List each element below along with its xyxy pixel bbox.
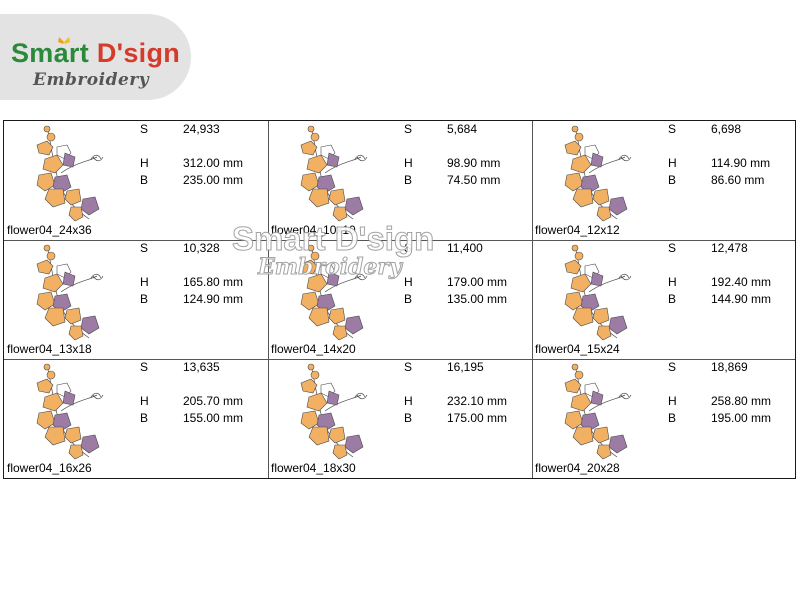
- height-label: H: [668, 275, 677, 289]
- height-label: H: [404, 156, 413, 170]
- design-width: 86.60 mm: [711, 173, 765, 187]
- design-cell[interactable]: S 18,869 H 258.80 mm B 195.00 mm flower0…: [533, 359, 797, 478]
- design-cell[interactable]: S 10,328 H 165.80 mm B 124.90 mm flower0…: [5, 240, 269, 359]
- stitch-count: 16,195: [447, 360, 484, 374]
- height-label: H: [668, 394, 677, 408]
- stitches-label: S: [668, 241, 677, 255]
- logo-wordmark: Smart D'sign: [11, 38, 180, 69]
- width-label: B: [404, 292, 413, 306]
- design-filename: flower04_15x24: [535, 342, 620, 356]
- design-height: 179.00 mm: [447, 275, 508, 289]
- design-filename: flower04_10x10: [271, 223, 356, 237]
- column-divider: [268, 121, 269, 478]
- stitch-count: 6,698: [711, 122, 742, 136]
- logo-word-design: D'sign: [96, 38, 181, 68]
- flower-embroidery-preview: [36, 363, 104, 460]
- height-label: H: [140, 275, 149, 289]
- width-label: B: [404, 411, 413, 425]
- stitches-label: S: [140, 122, 149, 136]
- design-height: 232.10 mm: [447, 394, 508, 408]
- design-cell[interactable]: S 6,698 H 114.90 mm B 86.60 mm flower04_…: [533, 121, 797, 240]
- width-label: B: [668, 292, 677, 306]
- design-filename: flower04_13x18: [7, 342, 92, 356]
- stitch-count: 12,478: [711, 241, 748, 255]
- design-width: 195.00 mm: [711, 411, 772, 425]
- row-divider: [4, 359, 795, 360]
- design-filename: flower04_16x26: [7, 461, 92, 475]
- design-height: 192.40 mm: [711, 275, 772, 289]
- width-label: B: [140, 173, 149, 187]
- logo-tagline: Embroidery: [33, 70, 150, 90]
- design-width: 144.90 mm: [711, 292, 772, 306]
- stitch-count: 5,684: [447, 122, 478, 136]
- width-label: B: [404, 173, 413, 187]
- stitch-count: 18,869: [711, 360, 748, 374]
- height-label: H: [668, 156, 677, 170]
- flower-embroidery-preview: [564, 125, 632, 222]
- width-label: B: [668, 411, 677, 425]
- design-filename: flower04_12x12: [535, 223, 620, 237]
- design-height: 114.90 mm: [711, 156, 771, 170]
- width-label: B: [140, 411, 149, 425]
- height-label: H: [140, 394, 149, 408]
- flower-embroidery-preview: [564, 363, 632, 460]
- logo-word-smart: Smart: [11, 38, 90, 68]
- design-cell[interactable]: S 16,195 H 232.10 mm B 175.00 mm flower0…: [269, 359, 533, 478]
- design-width: 155.00 mm: [183, 411, 244, 425]
- stitches-label: S: [140, 241, 149, 255]
- design-filename: flower04_14x20: [271, 342, 356, 356]
- design-sizes-table: S 24,933 H 312.00 mm B 235.00 mm flower0…: [3, 120, 796, 479]
- design-filename: flower04_24x36: [7, 223, 92, 237]
- design-filename: flower04_20x28: [535, 461, 620, 475]
- design-width: 74.50 mm: [447, 173, 501, 187]
- height-label: H: [140, 156, 149, 170]
- flower-embroidery-preview: [564, 244, 632, 341]
- stitches-label: S: [404, 360, 413, 374]
- butterfly-icon: [58, 37, 70, 44]
- stitch-count: 11,400: [447, 241, 483, 255]
- flower-embroidery-preview: [36, 125, 104, 222]
- design-height: 258.80 mm: [711, 394, 772, 408]
- width-label: B: [140, 292, 149, 306]
- stitch-count: 13,635: [183, 360, 220, 374]
- stitches-label: S: [668, 122, 677, 136]
- flower-embroidery-preview: [36, 244, 104, 341]
- flower-embroidery-preview: [300, 363, 368, 460]
- design-cell[interactable]: S 12,478 H 192.40 mm B 144.90 mm flower0…: [533, 240, 797, 359]
- stitches-label: S: [140, 360, 149, 374]
- design-height: 312.00 mm: [183, 156, 244, 170]
- design-height: 98.90 mm: [447, 156, 501, 170]
- design-cell[interactable]: S 13,635 H 205.70 mm B 155.00 mm flower0…: [5, 359, 269, 478]
- flower-embroidery-preview: [300, 125, 368, 222]
- width-label: B: [668, 173, 677, 187]
- height-label: H: [404, 275, 413, 289]
- design-height: 165.80 mm: [183, 275, 244, 289]
- design-width: 175.00 mm: [447, 411, 508, 425]
- design-width: 124.90 mm: [183, 292, 244, 306]
- stitches-label: S: [404, 122, 413, 136]
- stitches-label: S: [668, 360, 677, 374]
- row-divider: [4, 240, 795, 241]
- column-divider: [532, 121, 533, 478]
- design-width: 235.00 mm: [183, 173, 244, 187]
- brand-logo: Smart D'sign Embroidery: [0, 14, 191, 100]
- flower-embroidery-preview: [300, 244, 368, 341]
- height-label: H: [404, 394, 413, 408]
- stitch-count: 10,328: [183, 241, 220, 255]
- design-cell[interactable]: S 11,400 H 179.00 mm B 135.00 mm flower0…: [269, 240, 533, 359]
- design-width: 135.00 mm: [447, 292, 508, 306]
- design-cell[interactable]: S 24,933 H 312.00 mm B 235.00 mm flower0…: [5, 121, 269, 240]
- stitches-label: S: [404, 241, 413, 255]
- design-height: 205.70 mm: [183, 394, 244, 408]
- design-filename: flower04_18x30: [271, 461, 356, 475]
- stitch-count: 24,933: [183, 122, 220, 136]
- design-cell[interactable]: S 5,684 H 98.90 mm B 74.50 mm flower04_1…: [269, 121, 533, 240]
